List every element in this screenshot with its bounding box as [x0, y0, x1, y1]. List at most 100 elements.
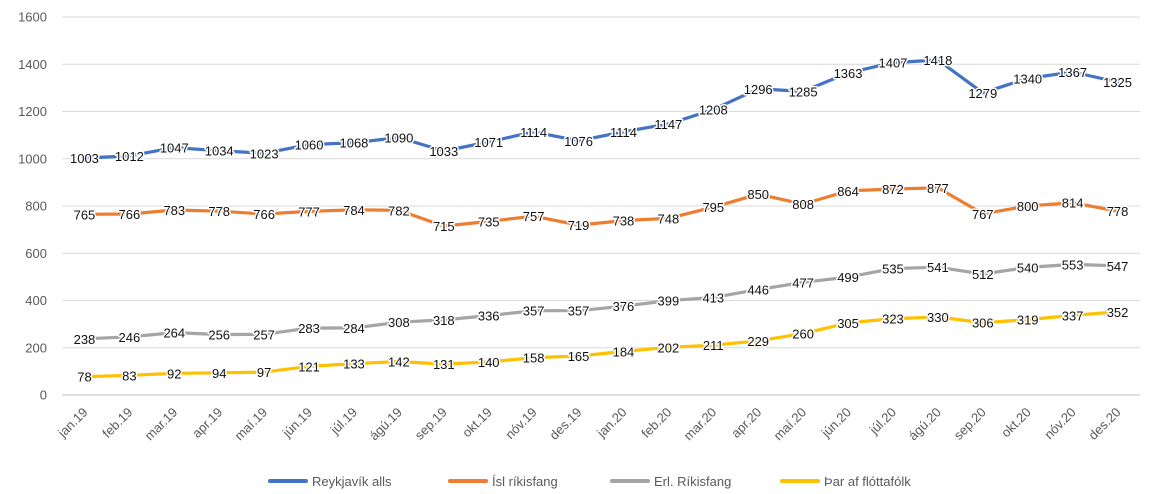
data-label: 337: [1062, 308, 1084, 323]
data-label: 783: [163, 203, 185, 218]
data-label: 308: [388, 315, 410, 330]
data-label: 1285: [789, 84, 818, 99]
data-label: 765: [74, 207, 96, 222]
data-label: 800: [1017, 199, 1039, 214]
data-label: 399: [658, 294, 680, 309]
y-axis: 0 200 400 600 800 1000 1200 1400 1600: [18, 10, 47, 403]
data-label: 1060: [295, 138, 324, 153]
data-label: 1279: [968, 86, 997, 101]
data-label: 165: [568, 349, 590, 364]
legend: Reykjavík alls Ísl ríkisfang Erl. Ríkisfan…: [268, 474, 911, 489]
data-label: 357: [523, 304, 545, 319]
data-label: 1147: [654, 117, 682, 132]
data-label: 133: [343, 357, 365, 372]
x-tick-label: jún.20: [818, 405, 854, 441]
y-tick-label: 800: [25, 199, 47, 214]
data-label: 808: [792, 197, 814, 212]
x-tick-label: sep.20: [951, 405, 989, 443]
series-line-2: [82, 186, 1120, 228]
data-label: 260: [792, 327, 814, 342]
y-tick-label: 600: [25, 246, 47, 261]
data-label: 1047: [160, 141, 189, 156]
x-tick-label: mar.20: [681, 405, 720, 444]
x-tick-label: nóv.19: [502, 405, 540, 443]
data-label: 735: [478, 214, 500, 229]
data-label: 1114: [520, 125, 547, 140]
x-tick-label: feb.19: [99, 405, 135, 441]
data-label: 782: [388, 203, 410, 218]
data-label: 766: [119, 207, 141, 222]
data-label: 541: [927, 260, 949, 275]
data-label: 184: [613, 345, 635, 360]
x-tick-label: okt.19: [459, 405, 495, 441]
data-label: 795: [702, 200, 724, 215]
data-label: 131: [433, 357, 455, 372]
data-label: 1340: [1013, 71, 1042, 86]
data-label: 1071: [474, 135, 503, 150]
data-label: 94: [212, 366, 226, 381]
x-tick-label: des.20: [1085, 405, 1123, 443]
x-tick-label: apr.19: [189, 405, 225, 441]
data-label: 323: [882, 312, 904, 327]
x-tick-label: jan.19: [54, 405, 90, 441]
x-tick-label: nóv.20: [1041, 405, 1079, 443]
y-tick-label: 0: [40, 388, 47, 403]
data-label: 540: [1017, 260, 1039, 275]
data-label: 211: [703, 338, 724, 353]
x-tick-label: jún.19: [279, 405, 315, 441]
data-label: 78: [77, 370, 91, 385]
x-tick-label: júl.19: [327, 405, 360, 438]
data-label: 142: [388, 354, 410, 369]
data-label: 814: [1062, 196, 1084, 211]
data-label: 256: [208, 328, 230, 343]
y-tick-label: 1200: [18, 104, 47, 119]
x-tick-label: jan.20: [593, 405, 629, 441]
data-label: 1033: [429, 144, 458, 159]
data-label: 715: [433, 219, 455, 234]
legend-label: Þar af flóttafólk: [824, 474, 911, 489]
data-label: 305: [837, 316, 859, 331]
data-label: 766: [253, 207, 275, 222]
data-label: 158: [523, 351, 545, 366]
x-tick-label: des.19: [546, 405, 584, 443]
data-label: 778: [1107, 204, 1129, 219]
data-label: 850: [747, 187, 769, 202]
data-label: 352: [1107, 305, 1129, 320]
x-tick-label: ágú.20: [905, 405, 944, 444]
x-tick-label: feb.20: [638, 405, 674, 441]
y-tick-label: 1400: [18, 57, 47, 72]
data-label: 1090: [384, 130, 413, 145]
data-label: 413: [702, 290, 724, 305]
data-label: 757: [523, 209, 545, 224]
legend-label: Reykjavík alls: [312, 474, 392, 489]
data-label: 1407: [878, 56, 907, 71]
data-label: 1068: [339, 136, 368, 151]
x-tick-label: ágú.19: [366, 405, 405, 444]
data-label: 1012: [115, 149, 144, 164]
data-label: 264: [163, 326, 185, 341]
data-label: 319: [1017, 313, 1039, 328]
x-tick-label: maí.19: [232, 405, 271, 444]
data-label: 83: [122, 368, 136, 383]
data-labels: 1003 1012 1047 1034 1023 1060 1068 1090 1033 1071…: [68, 51, 1133, 386]
data-label: 553: [1062, 257, 1084, 272]
data-label: 446: [747, 283, 769, 298]
data-label: 318: [433, 313, 455, 328]
data-label: 306: [972, 316, 994, 331]
data-label: 1367: [1058, 65, 1087, 80]
data-label: 784: [343, 203, 365, 218]
x-tick-label: sep.19: [412, 405, 450, 443]
data-label: 872: [882, 182, 904, 197]
series-line-4: [82, 310, 1120, 379]
data-label: 777: [298, 204, 320, 219]
x-axis: jan.19 feb.19 mar.19 apr.19 maí.19 jún.19 júl.…: [54, 405, 1123, 444]
gridlines: [62, 16, 1140, 396]
series-lines: [82, 58, 1120, 379]
data-label: 1076: [564, 134, 593, 149]
data-label: 864: [837, 184, 859, 199]
data-label: 748: [658, 211, 680, 226]
data-label: 477: [792, 275, 814, 290]
data-label: 238: [74, 332, 96, 347]
